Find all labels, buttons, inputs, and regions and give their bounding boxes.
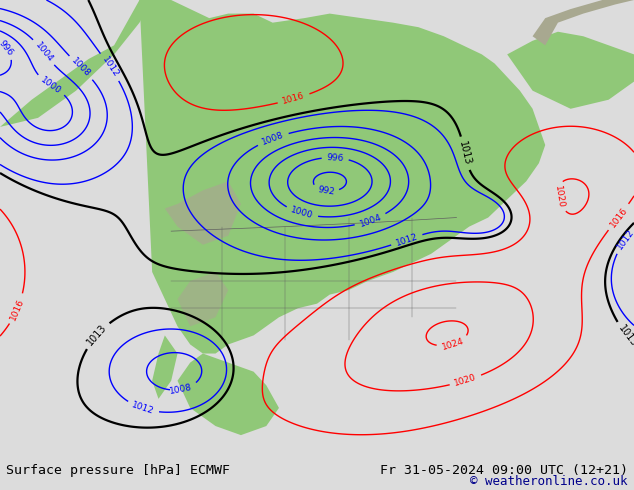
Text: 1016: 1016 [9, 296, 26, 321]
Polygon shape [165, 181, 241, 245]
Polygon shape [533, 0, 634, 46]
Text: 1008: 1008 [70, 56, 93, 79]
Text: 1012: 1012 [131, 400, 155, 416]
Text: 1012: 1012 [100, 55, 120, 79]
Text: 992: 992 [316, 185, 335, 197]
Text: 1013: 1013 [616, 323, 634, 349]
Text: 1000: 1000 [39, 75, 63, 96]
Text: © weatheronline.co.uk: © weatheronline.co.uk [470, 475, 628, 488]
Text: Surface pressure [hPa] ECMWF: Surface pressure [hPa] ECMWF [6, 464, 230, 477]
Text: 1024: 1024 [441, 336, 465, 352]
Text: 996: 996 [0, 38, 15, 57]
Polygon shape [507, 32, 634, 109]
Polygon shape [139, 0, 545, 354]
Text: 1000: 1000 [290, 206, 314, 221]
Text: 1013: 1013 [457, 140, 473, 167]
Text: 1008: 1008 [169, 383, 193, 396]
Text: Fr 31-05-2024 09:00 UTC (12+21): Fr 31-05-2024 09:00 UTC (12+21) [380, 464, 628, 477]
Text: 1008: 1008 [261, 130, 285, 147]
Text: 1004: 1004 [358, 212, 383, 228]
Text: 1020: 1020 [553, 185, 565, 209]
Text: 1012: 1012 [394, 232, 419, 248]
Polygon shape [178, 272, 228, 326]
Polygon shape [178, 354, 279, 435]
Text: 1004: 1004 [33, 41, 55, 64]
Text: 996: 996 [327, 153, 344, 163]
Text: 1020: 1020 [453, 373, 478, 388]
Polygon shape [0, 0, 152, 127]
Polygon shape [152, 335, 178, 399]
Text: 1012: 1012 [615, 228, 634, 251]
Text: 1016: 1016 [281, 91, 306, 106]
Text: 1016: 1016 [608, 205, 629, 229]
Text: 1013: 1013 [85, 322, 109, 347]
